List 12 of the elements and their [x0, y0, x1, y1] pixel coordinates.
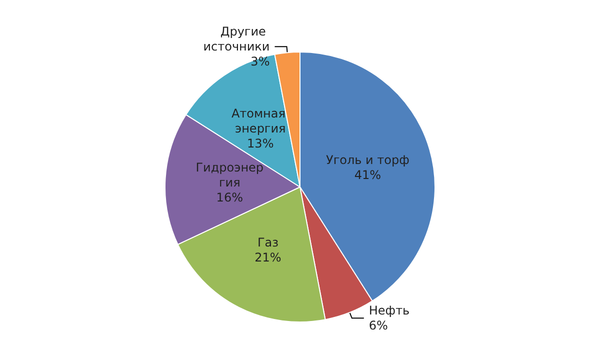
slice-label: Атомная энергия: [231, 106, 290, 136]
data-label: 3%: [250, 54, 270, 69]
slice-label: Уголь и торф: [326, 152, 410, 167]
data-label: 21%: [254, 250, 282, 264]
data-label: 16%: [216, 190, 243, 205]
slice-label: Газ: [257, 235, 279, 250]
slice-label: Гидроэнергия: [196, 160, 264, 190]
data-label: 6%: [368, 318, 388, 333]
data-label: 41%: [354, 168, 382, 182]
slice-label: Другие источники: [203, 24, 270, 54]
slice-label: Нефть: [368, 304, 410, 318]
data-label: 13%: [247, 136, 274, 151]
